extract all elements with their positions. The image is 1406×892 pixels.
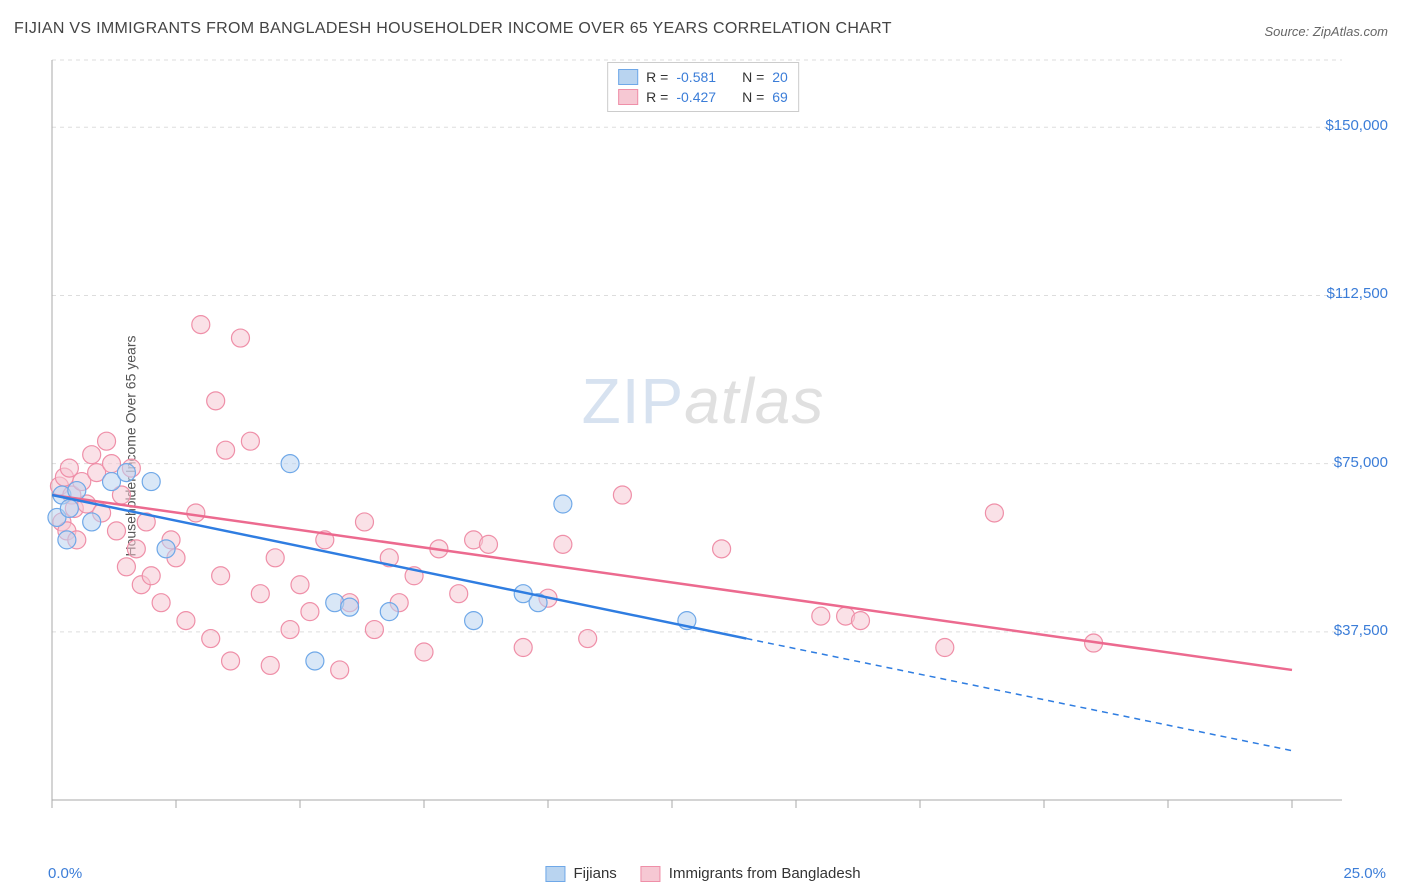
legend-row-bangladesh: R = -0.427 N = 69: [618, 87, 788, 107]
r-label: R =: [646, 89, 668, 105]
n-value-bangladesh: 69: [772, 89, 788, 105]
n-label: N =: [742, 69, 764, 85]
series-legend: Fijians Immigrants from Bangladesh: [545, 865, 860, 882]
swatch-bangladesh-bottom: [641, 866, 661, 882]
y-tick-label: $112,500: [1327, 285, 1388, 302]
correlation-chart: [0, 0, 1406, 892]
swatch-bangladesh: [618, 89, 638, 105]
y-tick-label: $75,000: [1334, 454, 1388, 471]
legend-item-fijians: Fijians: [545, 865, 616, 882]
series-name-fijians: Fijians: [573, 865, 616, 882]
x-axis-max-label: 25.0%: [1343, 865, 1386, 882]
swatch-fijians: [618, 69, 638, 85]
x-axis-min-label: 0.0%: [48, 865, 82, 882]
series-name-bangladesh: Immigrants from Bangladesh: [669, 865, 861, 882]
y-tick-label: $37,500: [1334, 622, 1388, 639]
n-label: N =: [742, 89, 764, 105]
legend-row-fijians: R = -0.581 N = 20: [618, 67, 788, 87]
correlation-legend: R = -0.581 N = 20 R = -0.427 N = 69: [607, 62, 799, 112]
y-tick-label: $150,000: [1325, 117, 1388, 134]
legend-item-bangladesh: Immigrants from Bangladesh: [641, 865, 861, 882]
n-value-fijians: 20: [772, 69, 788, 85]
swatch-fijians-bottom: [545, 866, 565, 882]
r-label: R =: [646, 69, 668, 85]
r-value-bangladesh: -0.427: [676, 89, 716, 105]
r-value-fijians: -0.581: [676, 69, 716, 85]
